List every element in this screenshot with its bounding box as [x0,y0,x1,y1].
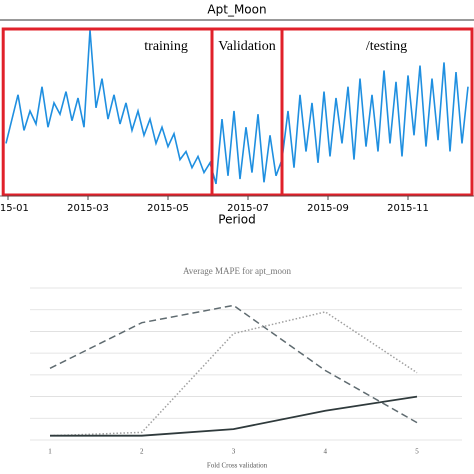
x-tick-label: 5 [415,448,419,456]
series-line [49,311,418,437]
region-label: /testing [366,39,407,54]
x-tick-label: 4 [324,448,328,456]
region-label: Validation [218,39,276,54]
x-tick-label: 1 [48,448,52,456]
region-box [280,27,474,197]
bottom-x-label: Fold Cross validation [207,462,268,470]
x-tick-label: 2015-11 [387,203,429,214]
x-tick-label: 3 [232,448,236,456]
top-title: Apt_Moon [207,3,266,17]
x-tick-label: 2015-09 [307,203,349,214]
x-tick-label: 2015-03 [67,203,109,214]
series-line [50,395,418,437]
x-tick-label: 2015-07 [227,203,269,214]
bottom-title: Average MAPE for apt_moon [183,266,292,276]
x-tick-label: 2015-01 [0,203,29,214]
series-line [49,304,418,424]
x-tick-label: 2015-05 [147,203,189,214]
x-tick-label: 2 [140,448,144,456]
series-line [5,29,469,185]
top-x-label: Period [218,213,255,227]
region-label: training [144,39,188,54]
